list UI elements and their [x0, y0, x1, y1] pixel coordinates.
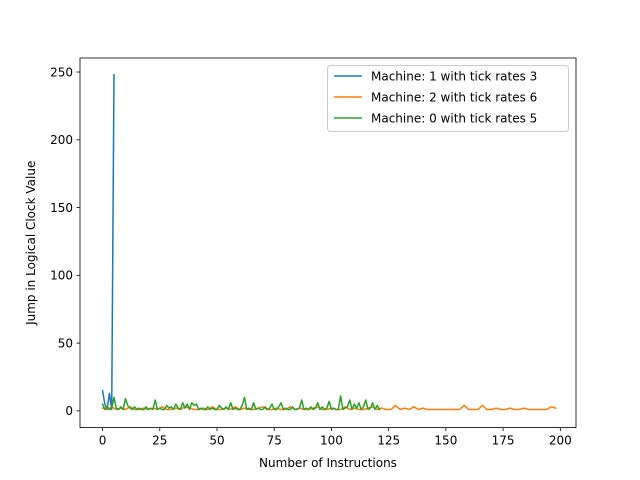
x-tick-label: 150: [434, 434, 457, 448]
legend-label: Machine: 2 with tick rates 6: [371, 90, 537, 104]
y-tick-label: 50: [58, 336, 73, 350]
series-line-0: [101, 73, 115, 411]
x-tick-label: 50: [209, 434, 224, 448]
x-tick-label: 0: [99, 434, 107, 448]
x-tick-label: 125: [377, 434, 400, 448]
series-line-2: [101, 395, 381, 411]
y-tick-label: 200: [50, 133, 73, 147]
plot-frame: [79, 57, 577, 429]
x-axis-ticks: 0 25 50 75 100 125 150 175 200: [99, 427, 572, 448]
series-layer: [101, 73, 557, 411]
legend-label: Machine: 0 with tick rates 5: [371, 111, 537, 125]
x-tick-label: 75: [267, 434, 282, 448]
y-tick-label: 0: [65, 404, 73, 418]
legend-frame: [327, 65, 569, 132]
legend-label: Machine: 1 with tick rates 3: [371, 69, 537, 83]
y-axis-label: Jump in Logical Clock Value: [24, 161, 38, 326]
y-tick-label: 150: [50, 201, 73, 215]
y-tick-label: 100: [50, 269, 73, 283]
y-axis-ticks: 0 50 100 150 200 250: [50, 65, 80, 418]
x-tick-label: 100: [320, 434, 343, 448]
x-tick-label: 200: [549, 434, 572, 448]
y-tick-label: 250: [50, 65, 73, 79]
legend: Machine: 1 with tick rates 3 Machine: 2 w…: [327, 65, 569, 132]
x-tick-label: 25: [152, 434, 167, 448]
legend-item: Machine: 0 with tick rates 5: [334, 111, 537, 125]
legend-item: Machine: 1 with tick rates 3: [334, 69, 537, 83]
x-tick-label: 175: [492, 434, 515, 448]
legend-item: Machine: 2 with tick rates 6: [334, 90, 537, 104]
x-axis-label: Number of Instructions: [259, 456, 397, 470]
